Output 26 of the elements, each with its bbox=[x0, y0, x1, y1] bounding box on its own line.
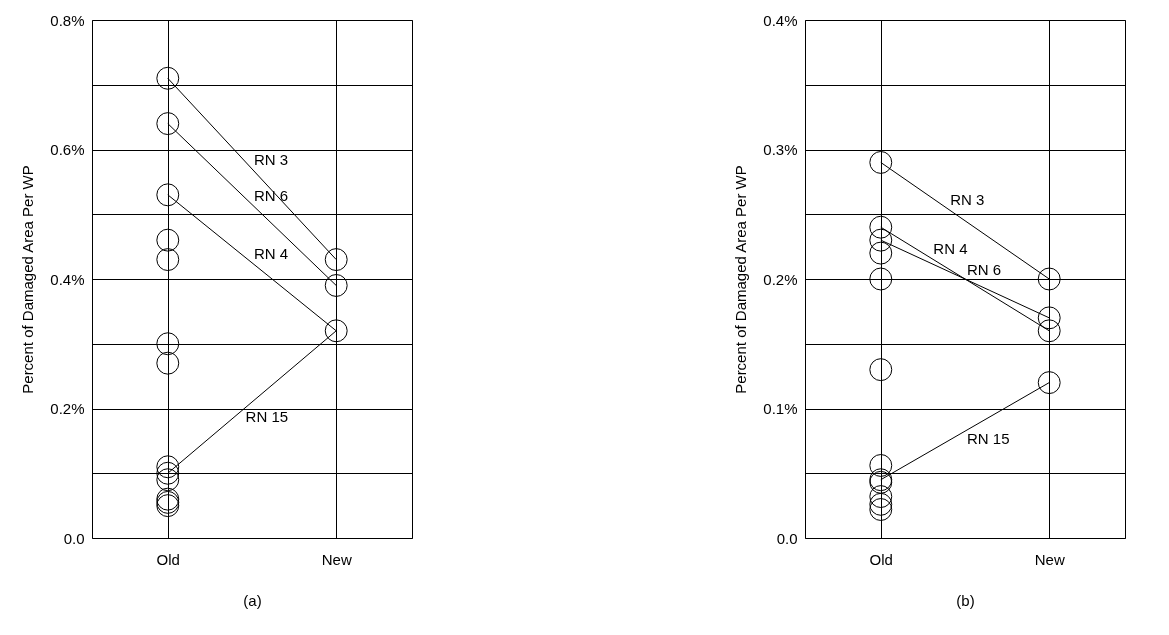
series-label: RN 3 bbox=[950, 191, 985, 209]
y-axis-title: Percent of Damaged Area Per WP bbox=[19, 165, 37, 394]
y-tick-label: 0.4% bbox=[50, 270, 85, 288]
y-tick-label: 0.2% bbox=[50, 400, 85, 417]
y-tick-label: 0.0 bbox=[776, 529, 798, 547]
x-axis-title: (a) bbox=[243, 591, 262, 609]
y-tick-label: 0.8% bbox=[50, 11, 85, 29]
x-tick-label: Old bbox=[869, 550, 893, 568]
x-tick-label: New bbox=[1034, 550, 1065, 568]
y-tick-label: 0.2% bbox=[763, 270, 798, 288]
series-label: RN 4 bbox=[254, 244, 289, 262]
series-label: RN 4 bbox=[933, 240, 968, 258]
x-tick-label: New bbox=[321, 550, 352, 568]
series-label: RN 6 bbox=[967, 261, 1002, 278]
y-tick-label: 0.1% bbox=[763, 400, 798, 417]
series-label: RN 15 bbox=[245, 408, 289, 426]
series-label: RN 15 bbox=[967, 430, 1010, 448]
y-tick-label: 0.0 bbox=[63, 529, 85, 547]
y-axis-title: Percent of Damaged Area Per WP bbox=[732, 165, 750, 394]
x-tick-label: Old bbox=[156, 550, 180, 568]
series-label: RN 6 bbox=[254, 186, 289, 204]
y-tick-label: 0.3% bbox=[763, 141, 798, 158]
y-tick-label: 0.6% bbox=[50, 141, 85, 158]
x-axis-title: (b) bbox=[956, 591, 975, 609]
y-tick-label: 0.4% bbox=[763, 11, 798, 29]
series-label: RN 3 bbox=[254, 150, 289, 168]
